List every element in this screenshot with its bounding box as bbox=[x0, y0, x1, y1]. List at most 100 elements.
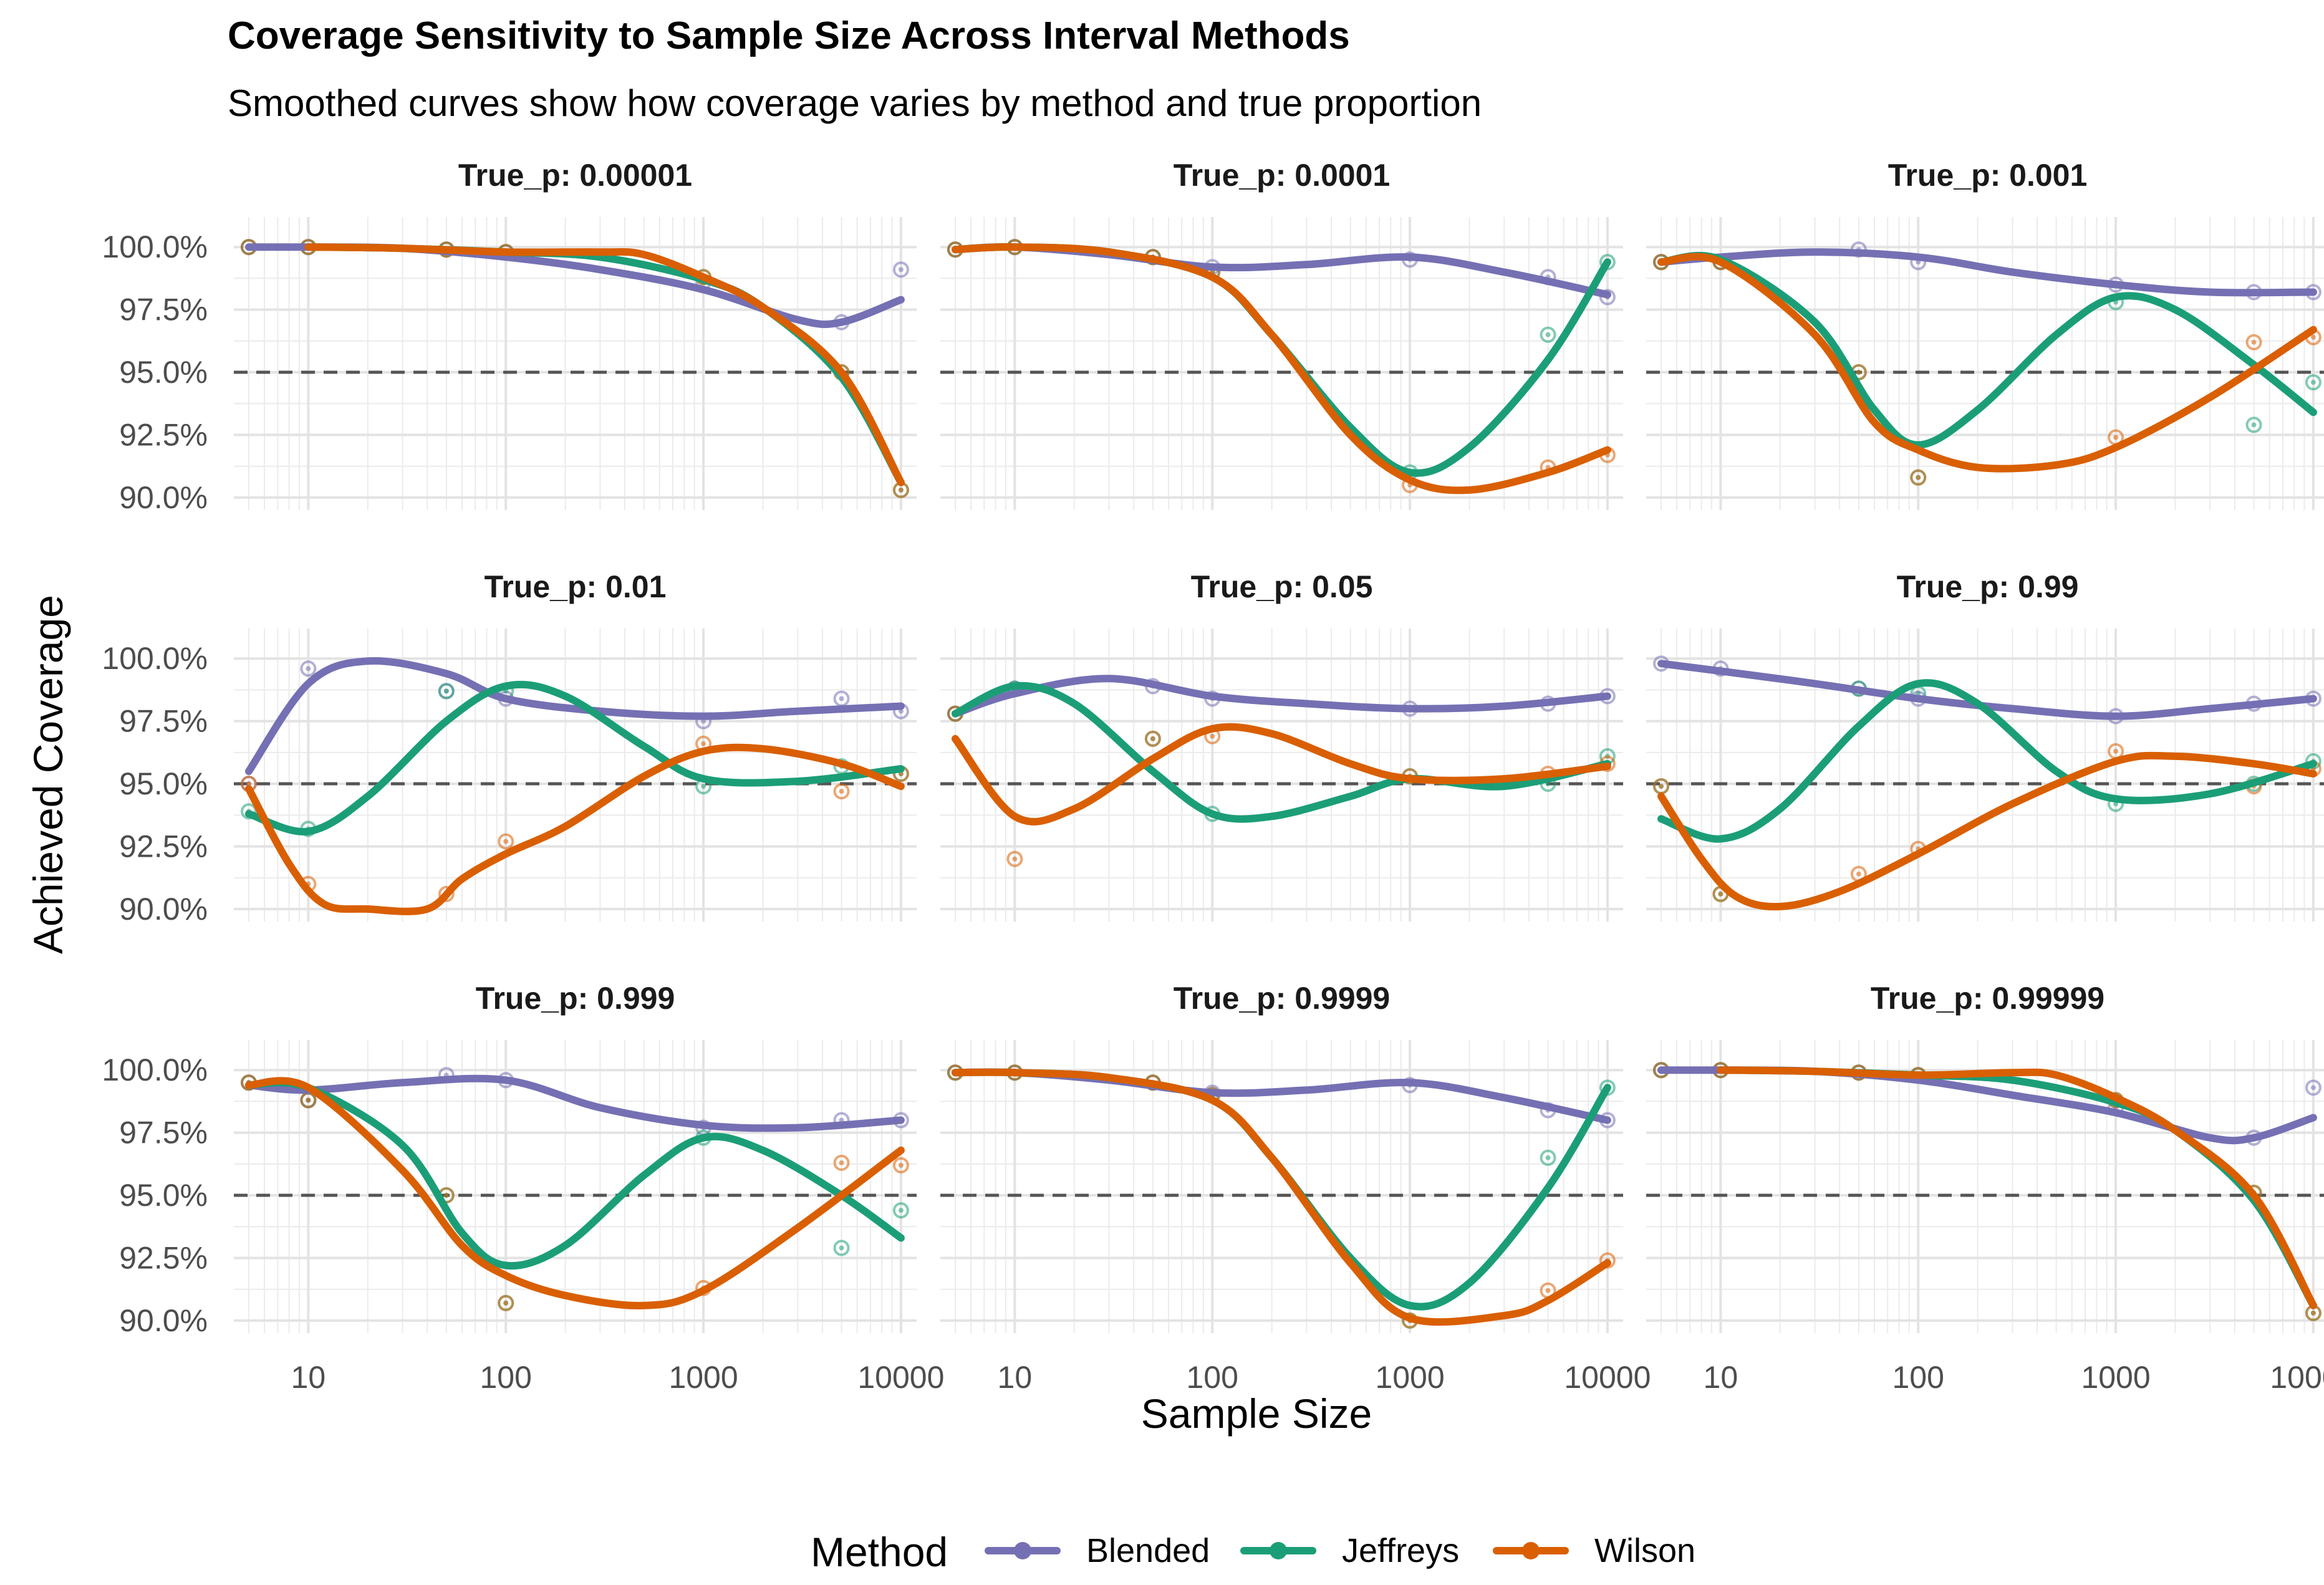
panel-title: True_p: 0.99999 bbox=[1871, 981, 2105, 1016]
data-point-center-jeffreys bbox=[2251, 422, 2257, 428]
x-tick-label: 1000 bbox=[668, 1360, 738, 1395]
chart-subtitle: Smoothed curves show how coverage varies… bbox=[228, 82, 1482, 124]
smooth-curve-wilson bbox=[952, 723, 1611, 826]
smooth-curve-blended bbox=[245, 1074, 905, 1132]
smooth-curve-jeffreys bbox=[1657, 251, 2317, 449]
panel-title: True_p: 0.9999 bbox=[1174, 981, 1390, 1016]
y-tick-label: 100.0% bbox=[102, 641, 208, 676]
y-tick-label: 100.0% bbox=[102, 1053, 208, 1087]
y-tick-label: 97.5% bbox=[119, 292, 208, 327]
data-point-blended bbox=[1599, 289, 1616, 306]
data-point-blended bbox=[2305, 1079, 2322, 1096]
x-tick-label: 1000 bbox=[2081, 1360, 2150, 1395]
legend-swatch-point bbox=[1014, 1542, 1031, 1559]
data-point-center-wilson bbox=[1658, 784, 1664, 789]
x-tick-label: 10 bbox=[291, 1360, 326, 1395]
legend-swatch-point bbox=[1270, 1542, 1287, 1559]
y-tick-label: 92.5% bbox=[119, 1240, 208, 1275]
legend-label: Blended bbox=[1086, 1532, 1210, 1569]
x-tick-label: 1000 bbox=[1375, 1360, 1444, 1395]
data-point-center-jeffreys bbox=[443, 688, 449, 694]
legend-title: Method bbox=[811, 1529, 948, 1575]
data-point-center-wilson bbox=[503, 839, 509, 844]
chart-title: Coverage Sensitivity to Sample Size Acro… bbox=[228, 14, 1350, 57]
data-point-center-wilson bbox=[1718, 891, 1724, 897]
smooth-curve-wilson bbox=[304, 243, 905, 486]
y-tick-label: 95.0% bbox=[119, 1178, 208, 1213]
x-tick-label: 100 bbox=[1892, 1360, 1944, 1395]
x-tick-label: 10 bbox=[998, 1360, 1033, 1395]
legend-item-wilson: Wilson bbox=[1493, 1532, 1695, 1569]
data-point-center-wilson bbox=[1856, 370, 1861, 375]
legend: Method Blended Jeffreys Wilson bbox=[811, 1529, 1695, 1575]
data-point-wilson bbox=[498, 1294, 514, 1311]
data-point-wilson bbox=[892, 1157, 909, 1173]
data-point-blended bbox=[300, 660, 317, 677]
panel-true-p-0-00001: True_p: 0.00001 90.0% 92.5% 95.0% 97.5% 100.0… bbox=[102, 158, 917, 515]
y-tick-label: 92.5% bbox=[119, 829, 208, 864]
data-point-center-blended bbox=[2310, 1085, 2316, 1091]
panel-title: True_p: 0.0001 bbox=[1174, 158, 1390, 193]
data-point-jeffreys bbox=[2305, 374, 2322, 391]
panel-title: True_p: 0.001 bbox=[1888, 158, 2088, 193]
y-tick-label: 95.0% bbox=[119, 766, 208, 801]
data-point-center-wilson bbox=[246, 781, 251, 787]
x-tick-label: 10000 bbox=[1564, 1360, 1651, 1395]
data-point-center-wilson bbox=[1916, 475, 1921, 480]
data-point-jeffreys bbox=[1540, 326, 1556, 343]
x-tick-label: 10000 bbox=[857, 1360, 944, 1395]
data-point-center-wilson bbox=[2310, 334, 2316, 340]
legend-swatch-point bbox=[1522, 1542, 1540, 1559]
panel-true-p-0-0001: True_p: 0.0001 bbox=[940, 158, 1623, 510]
smooth-curve-wilson bbox=[1717, 1066, 2317, 1309]
x-tick-label: 10 bbox=[1704, 1360, 1738, 1395]
y-tick-label: 97.5% bbox=[119, 1115, 208, 1150]
smooth-curve-wilson bbox=[245, 743, 905, 915]
data-point-center-wilson bbox=[2113, 748, 2119, 754]
panel-true-p-0-99999: True_p: 0.99999 10 100 1000 10000 bbox=[1646, 981, 2324, 1395]
data-point-wilson bbox=[1006, 850, 1023, 867]
legend-label: Jeffreys bbox=[1342, 1532, 1459, 1569]
panel-title: True_p: 0.99 bbox=[1897, 569, 2079, 604]
panel-true-p-0-999: True_p: 0.999 90.0% 92.5% 95.0% 97.5% 100.0% 1… bbox=[102, 981, 944, 1395]
data-point-center-wilson bbox=[839, 789, 844, 794]
data-point-jeffreys bbox=[2245, 417, 2262, 433]
data-point-jeffreys bbox=[833, 1240, 850, 1256]
panel-true-p-0-99: True_p: 0.99 bbox=[1646, 569, 2324, 922]
y-tick-label: 92.5% bbox=[119, 417, 208, 452]
data-point-jeffreys bbox=[438, 683, 455, 700]
x-tick-label: 100 bbox=[480, 1360, 531, 1395]
x-tick-label: 10000 bbox=[2270, 1360, 2324, 1395]
smooth-curve-jeffreys bbox=[952, 682, 1611, 823]
panel-true-p-0-001: True_p: 0.001 bbox=[1646, 158, 2324, 510]
legend-item-jeffreys: Jeffreys bbox=[1240, 1532, 1459, 1569]
smooth-curve-blended bbox=[245, 657, 905, 775]
y-tick-label: 90.0% bbox=[119, 1303, 208, 1338]
data-point-wilson bbox=[498, 833, 514, 850]
smooth-curve-jeffreys bbox=[245, 680, 905, 836]
data-point-jeffreys bbox=[892, 1202, 909, 1219]
data-point-center-wilson bbox=[2310, 1310, 2316, 1316]
smooth-curve-wilson bbox=[952, 243, 1611, 494]
smooth-curve-wilson bbox=[1657, 751, 2317, 911]
x-tick-label: 100 bbox=[1186, 1360, 1238, 1395]
data-point-center-wilson bbox=[898, 1162, 904, 1168]
legend-label: Wilson bbox=[1594, 1532, 1695, 1569]
data-point-jeffreys bbox=[1540, 1149, 1556, 1166]
smooth-curve-blended bbox=[1657, 248, 2317, 297]
y-tick-label: 100.0% bbox=[102, 229, 208, 264]
data-point-center-wilson bbox=[1545, 1288, 1551, 1293]
y-tick-label: 90.0% bbox=[119, 480, 208, 515]
panel-true-p-0-05: True_p: 0.05 bbox=[940, 569, 1623, 922]
data-point-center-wilson bbox=[443, 1193, 449, 1198]
data-point-center-wilson bbox=[306, 1097, 311, 1103]
data-point-center-blended bbox=[306, 666, 311, 672]
y-tick-label: 95.0% bbox=[119, 355, 208, 390]
x-axis-label: Sample Size bbox=[1141, 1390, 1372, 1437]
smooth-curve-wilson bbox=[1657, 253, 2317, 473]
data-point-blended bbox=[892, 261, 909, 278]
panel-true-p-0-9999: True_p: 0.9999 10 100 1000 10000 bbox=[940, 981, 1651, 1395]
y-tick-label: 90.0% bbox=[119, 892, 208, 927]
